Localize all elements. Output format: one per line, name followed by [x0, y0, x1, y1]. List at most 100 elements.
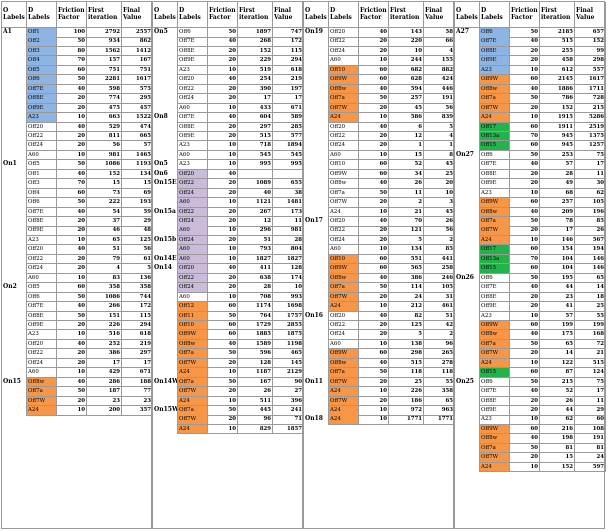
d-label-cell: A24 [480, 358, 510, 369]
d-label-cell: Off24 [27, 141, 57, 151]
final-value-cell: 4 [424, 46, 455, 57]
first-iteration-cell: 78 [540, 217, 575, 227]
o-label-cell [455, 302, 480, 312]
final-value-cell: 1617 [575, 75, 606, 85]
d-label-cell: Off24 [178, 283, 208, 293]
d-label-cell: Off6 [27, 198, 57, 208]
friction-factor-cell: 40 [208, 75, 238, 85]
o-label-cell [153, 424, 178, 435]
d-label-cell: A60 [178, 292, 208, 303]
column-header: O Labels [2, 2, 27, 28]
d-label-cell: Off15 [480, 264, 510, 274]
final-value-cell: 2 [424, 235, 455, 246]
friction-factor-cell: 20 [510, 406, 540, 416]
first-iteration-cell: 594 [389, 84, 424, 95]
final-value-cell: 125 [122, 235, 153, 246]
final-value-cell: 134 [122, 169, 153, 180]
friction-factor-cell: 20 [208, 188, 238, 199]
final-value-cell: 27 [273, 387, 304, 397]
o-label-cell [2, 406, 27, 416]
o-label-cell [455, 368, 480, 378]
first-iteration-cell: 128 [238, 358, 273, 369]
friction-factor-cell: 50 [57, 75, 87, 85]
o-label-cell [153, 150, 178, 161]
column-header: D Labels [480, 2, 510, 28]
table-group: O Labels D Labels Friction Factor First ite… [1, 1, 153, 529]
friction-factor-cell: 40 [208, 113, 238, 123]
d-label-cell: Off8w [480, 84, 510, 95]
first-iteration-cell: 5 [389, 235, 424, 246]
friction-factor-cell: 20 [359, 292, 389, 303]
o-label-cell: On19 [304, 28, 329, 38]
first-iteration-cell: 1 [389, 141, 424, 151]
o-label-cell [455, 207, 480, 218]
d-label-cell: Off5 [27, 283, 57, 293]
final-value-cell: 396 [273, 396, 304, 407]
first-iteration-cell: 121 [389, 226, 424, 236]
friction-factor-cell: 70 [57, 56, 87, 66]
o-label-cell [153, 217, 178, 227]
final-value-cell: 196 [575, 207, 606, 218]
first-iteration-cell: 1897 [238, 28, 273, 38]
d-label-cell: Off5 [27, 160, 57, 170]
first-iteration-cell: 215 [540, 377, 575, 388]
friction-factor-cell: 40 [359, 358, 389, 369]
d-label-cell: Off7W [480, 103, 510, 114]
first-iteration-cell: 222 [87, 198, 122, 208]
first-iteration-cell: 774 [87, 94, 122, 104]
first-iteration-cell: 995 [238, 160, 273, 170]
first-iteration-cell: 104 [540, 264, 575, 274]
friction-factor-cell: 40 [510, 37, 540, 47]
first-iteration-cell: 1729 [238, 320, 273, 331]
friction-factor-cell: 40 [208, 37, 238, 47]
final-value-cell: 963 [424, 406, 455, 416]
o-label-cell [304, 160, 329, 170]
o-label-cell [455, 330, 480, 340]
d-label-cell: Off7a [178, 377, 208, 388]
first-iteration-cell: 56 [87, 141, 122, 151]
o-label-cell [153, 94, 178, 104]
o-label-cell [455, 415, 480, 425]
d-label-cell: Off7a [480, 339, 510, 350]
friction-factor-cell: 40 [359, 84, 389, 95]
o-label-cell [153, 311, 178, 321]
d-label-cell: Off9E [178, 131, 208, 142]
first-iteration-cell: 23 [540, 292, 575, 303]
final-value-cell: 728 [575, 94, 606, 104]
first-iteration-cell: 114 [389, 283, 424, 293]
o-label-cell [153, 283, 178, 293]
d-label-cell: Off7W [27, 396, 57, 407]
o-label-cell [455, 37, 480, 47]
d-label-cell: Off8E [480, 169, 510, 180]
d-label-cell: Off15 [480, 368, 510, 378]
o-label-cell [455, 349, 480, 359]
d-label-cell: Off10 [329, 65, 359, 76]
friction-factor-cell: 10 [208, 368, 238, 378]
final-value-cell: 58 [424, 28, 455, 38]
final-value-cell: 17 [575, 160, 606, 170]
o-label-cell [455, 84, 480, 95]
d-label-cell: A60 [329, 339, 359, 350]
d-label-cell: Off9W [480, 424, 510, 435]
final-value-cell: 515 [575, 358, 606, 369]
first-iteration-cell: 10 [389, 46, 424, 57]
d-label-cell: Off8E [480, 46, 510, 57]
d-label-cell: Off10 [329, 254, 359, 265]
final-value-cell: 8 [424, 150, 455, 161]
friction-factor-cell: 10 [208, 160, 238, 170]
final-value-cell: 294 [122, 320, 153, 331]
friction-factor-cell: 60 [57, 188, 87, 199]
first-iteration-cell: 49 [540, 179, 575, 189]
d-label-cell: A23 [27, 330, 57, 340]
first-iteration-cell: 17 [238, 94, 273, 104]
first-iteration-cell: 829 [238, 424, 273, 435]
final-value-cell: 90 [273, 377, 304, 388]
final-value-cell: 446 [424, 84, 455, 95]
friction-factor-cell: 10 [359, 207, 389, 218]
o-label-cell [304, 141, 329, 151]
d-label-cell: Off9E [27, 226, 57, 236]
d-label-cell: A24 [329, 302, 359, 312]
final-value-cell: 1481 [273, 198, 304, 208]
d-label-cell: Off13a [480, 131, 510, 142]
d-label-cell: Off9W [178, 330, 208, 340]
